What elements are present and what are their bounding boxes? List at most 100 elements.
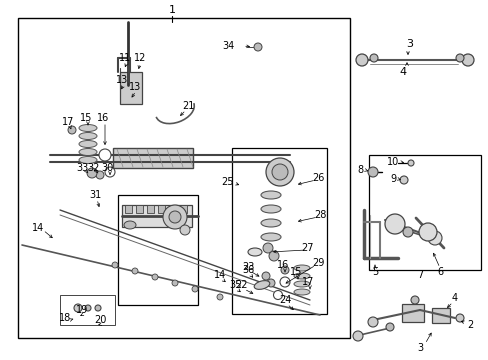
Ellipse shape xyxy=(247,248,262,256)
Circle shape xyxy=(268,251,279,261)
Circle shape xyxy=(132,268,138,274)
Circle shape xyxy=(253,43,262,51)
Ellipse shape xyxy=(79,125,97,131)
Text: 15: 15 xyxy=(289,267,302,277)
Ellipse shape xyxy=(99,149,111,161)
Circle shape xyxy=(263,243,272,253)
Text: 15: 15 xyxy=(80,113,92,123)
Bar xyxy=(431,308,449,323)
Circle shape xyxy=(281,266,288,274)
Text: 8: 8 xyxy=(356,165,362,175)
Text: 17: 17 xyxy=(61,117,74,127)
Circle shape xyxy=(418,223,436,241)
Circle shape xyxy=(455,314,463,322)
Circle shape xyxy=(461,54,473,66)
Ellipse shape xyxy=(105,167,115,177)
Text: 11: 11 xyxy=(119,53,131,63)
Text: 16: 16 xyxy=(276,260,288,270)
Circle shape xyxy=(74,304,82,312)
Text: 34: 34 xyxy=(223,41,235,51)
Circle shape xyxy=(265,158,293,186)
Circle shape xyxy=(180,225,190,235)
Circle shape xyxy=(169,211,181,223)
Bar xyxy=(147,205,154,213)
Text: 25: 25 xyxy=(221,177,234,187)
Circle shape xyxy=(262,272,269,280)
Ellipse shape xyxy=(261,205,281,213)
Circle shape xyxy=(367,317,377,327)
Circle shape xyxy=(87,168,97,178)
Text: 35: 35 xyxy=(228,280,241,290)
Circle shape xyxy=(410,296,418,304)
Ellipse shape xyxy=(79,149,97,156)
Bar xyxy=(60,295,115,325)
Text: 36: 36 xyxy=(242,265,254,275)
Text: 27: 27 xyxy=(301,243,314,253)
Circle shape xyxy=(385,323,393,331)
Circle shape xyxy=(407,160,413,166)
Bar xyxy=(158,205,164,213)
Text: 29: 29 xyxy=(311,258,324,268)
Circle shape xyxy=(85,305,91,311)
Bar xyxy=(125,205,132,213)
Ellipse shape xyxy=(273,291,282,300)
Text: 13: 13 xyxy=(116,75,128,85)
Ellipse shape xyxy=(293,273,309,279)
Circle shape xyxy=(399,176,407,184)
Circle shape xyxy=(455,54,463,62)
Ellipse shape xyxy=(261,219,281,227)
Text: 12: 12 xyxy=(134,53,146,63)
Ellipse shape xyxy=(280,277,289,287)
Ellipse shape xyxy=(124,221,136,229)
Circle shape xyxy=(152,274,158,280)
Circle shape xyxy=(266,279,274,287)
Circle shape xyxy=(367,167,377,177)
Text: 22: 22 xyxy=(235,280,248,290)
Text: 23: 23 xyxy=(242,262,254,272)
Ellipse shape xyxy=(79,132,97,140)
Text: 31: 31 xyxy=(89,190,101,200)
Circle shape xyxy=(217,294,223,300)
Bar xyxy=(118,195,198,305)
Circle shape xyxy=(271,164,287,180)
Text: 9: 9 xyxy=(389,174,395,184)
Ellipse shape xyxy=(79,157,97,163)
Text: 30: 30 xyxy=(101,163,113,173)
Text: 24: 24 xyxy=(278,295,290,305)
Ellipse shape xyxy=(254,280,269,289)
Circle shape xyxy=(384,214,404,234)
Circle shape xyxy=(355,54,367,66)
Text: 26: 26 xyxy=(311,173,324,183)
Circle shape xyxy=(192,286,198,292)
Text: 4: 4 xyxy=(399,67,406,77)
Text: 18: 18 xyxy=(59,313,71,323)
Text: 4: 4 xyxy=(451,293,457,303)
Circle shape xyxy=(369,54,377,62)
Ellipse shape xyxy=(261,191,281,199)
Text: 14: 14 xyxy=(32,223,44,233)
Circle shape xyxy=(68,126,76,134)
Bar xyxy=(113,148,193,168)
Circle shape xyxy=(402,227,412,237)
Text: 14: 14 xyxy=(213,270,225,280)
Bar xyxy=(136,205,142,213)
Text: 6: 6 xyxy=(436,267,442,277)
Circle shape xyxy=(96,171,104,179)
Text: 13: 13 xyxy=(129,82,141,92)
Bar xyxy=(122,205,192,227)
Text: 33: 33 xyxy=(76,163,88,173)
Text: 32: 32 xyxy=(87,163,99,173)
Circle shape xyxy=(112,262,118,268)
Circle shape xyxy=(95,305,101,311)
Text: 17: 17 xyxy=(301,277,314,287)
Text: 19: 19 xyxy=(76,305,88,315)
Ellipse shape xyxy=(293,281,309,287)
Bar xyxy=(231,148,326,314)
Ellipse shape xyxy=(261,233,281,241)
Bar xyxy=(169,205,176,213)
Bar xyxy=(401,304,423,322)
Bar xyxy=(120,72,142,104)
Circle shape xyxy=(163,205,186,229)
Text: 3: 3 xyxy=(416,343,422,353)
Text: 10: 10 xyxy=(386,157,398,167)
